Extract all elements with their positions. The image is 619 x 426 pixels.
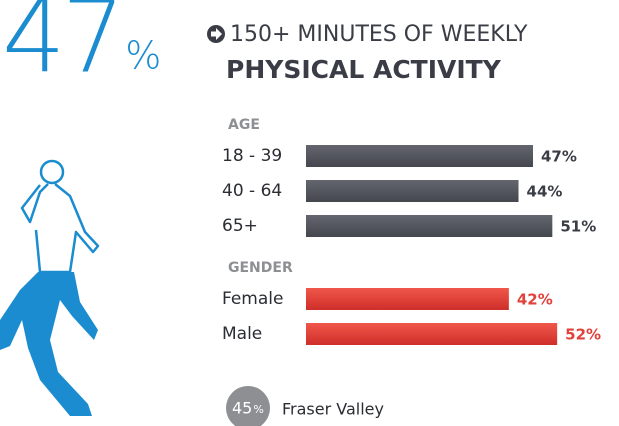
category-label: Male — [222, 324, 262, 344]
infographic: 47 % 150+ MINUTES OF WEEKLY PHYSICAL ACT… — [0, 0, 619, 426]
benchmark-label: Fraser Valley — [282, 400, 384, 419]
value-label: 51% — [560, 218, 596, 236]
runner-legs — [0, 272, 98, 416]
category-label: 18 - 39 — [222, 146, 282, 166]
category-label: 65+ — [222, 216, 258, 236]
group-label: AGE — [228, 117, 260, 133]
benchmark-unit: % — [253, 403, 263, 416]
benchmark-value: 45 — [232, 399, 252, 418]
title-line: 150+ MINUTES OF WEEKLY — [230, 22, 528, 47]
title-line: PHYSICAL ACTIVITY — [226, 55, 502, 84]
arrow-icon — [207, 25, 225, 43]
bar — [306, 288, 509, 310]
value-label: 42% — [517, 291, 553, 309]
bar — [306, 215, 552, 237]
headline-unit: % — [125, 34, 161, 78]
value-label: 52% — [565, 326, 601, 344]
group-label: GENDER — [228, 260, 293, 276]
bar — [306, 180, 519, 202]
bar — [306, 323, 557, 345]
value-label: 44% — [527, 183, 563, 201]
headline-value: 47 — [2, 0, 121, 95]
runner-figure — [22, 161, 98, 272]
bar — [306, 145, 533, 167]
value-label: 47% — [541, 148, 577, 166]
category-label: Female — [222, 289, 283, 309]
category-label: 40 - 64 — [222, 181, 282, 201]
